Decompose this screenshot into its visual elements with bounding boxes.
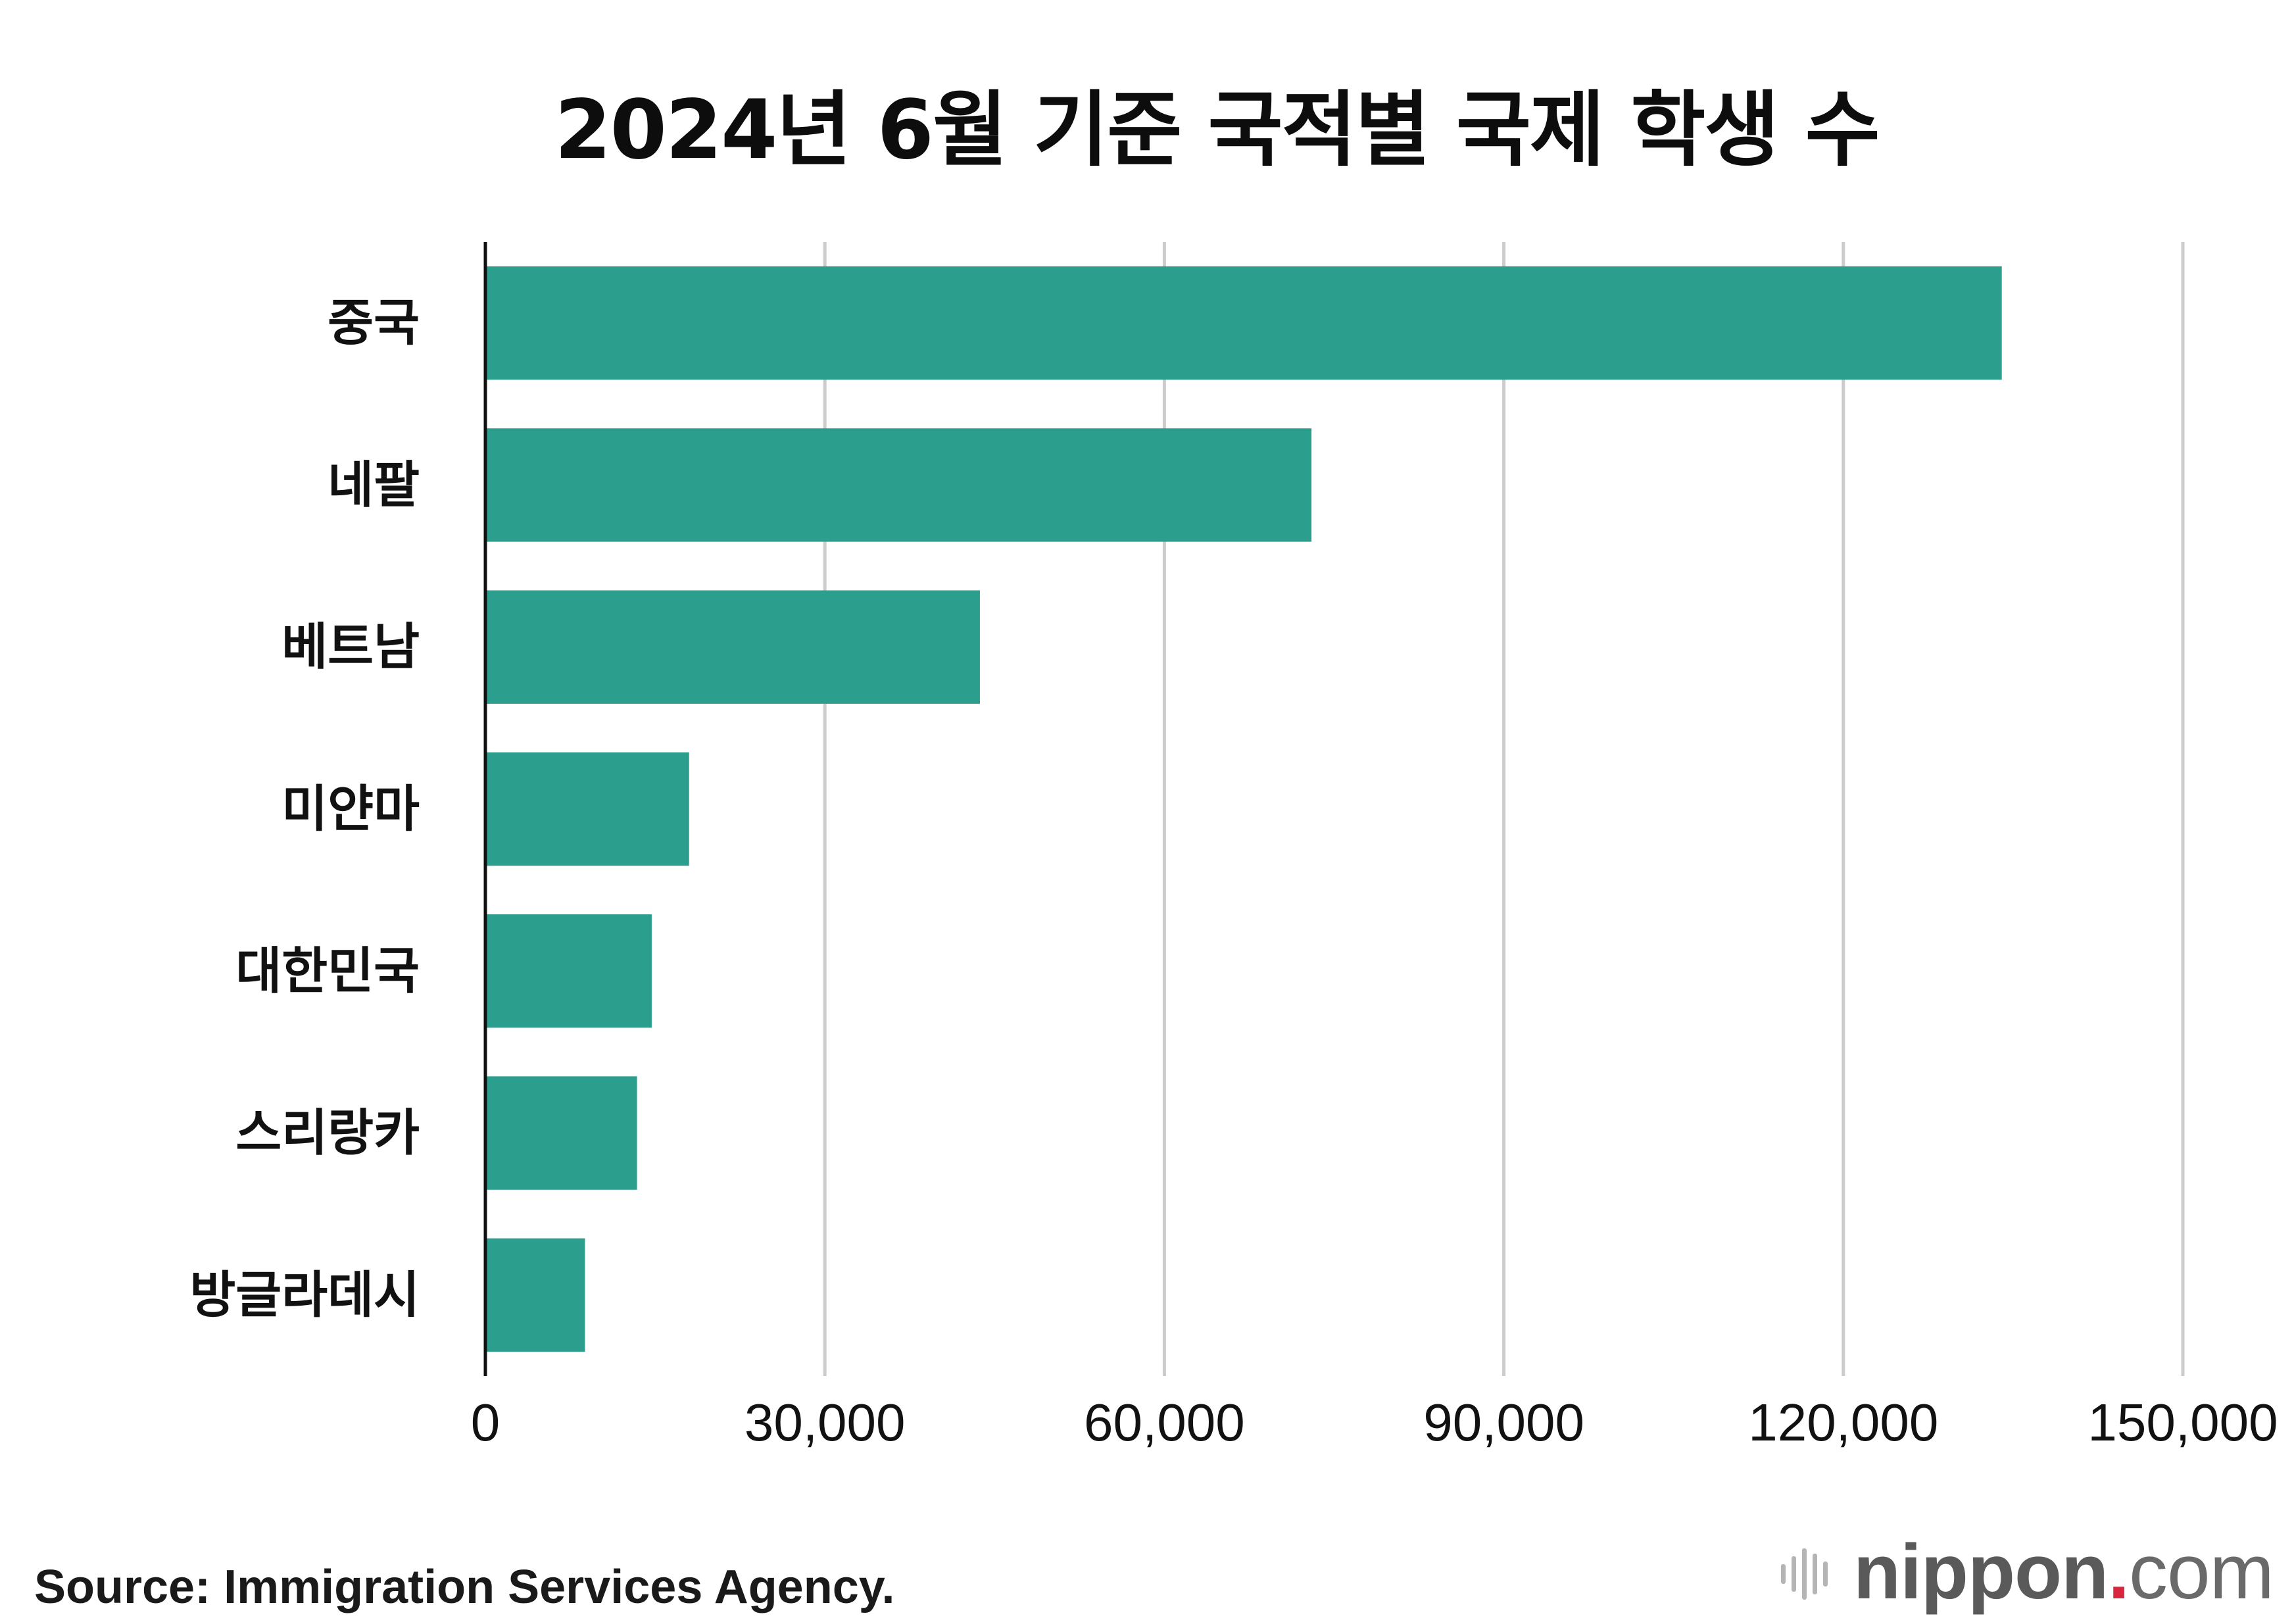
x-tick-label: 150,000 [2087,1393,2278,1452]
category-label: 네팔 [328,455,420,514]
category-label: 방글라데시 [189,1266,420,1324]
category-label: 중국 [328,293,420,352]
bar [485,428,1312,542]
bar [485,914,652,1028]
category-label: 미얀마 [281,779,420,838]
logo-name: nippon [1853,1529,2109,1615]
category-label: 대한민국 [235,941,420,1000]
logo-tld: com [2128,1529,2274,1615]
bar [485,266,2002,380]
bar [485,1238,585,1352]
x-tick-label: 90,000 [1423,1393,1584,1452]
soundwave-icon [1781,1548,1828,1600]
x-tick-label: 60,000 [1084,1393,1245,1452]
tick-labels: 0 30,000 60,000 90,000 120,000 150,000 [471,1393,2278,1452]
logo-dot: . [2108,1529,2130,1615]
gridlines [823,242,2185,1376]
bar [485,752,689,866]
source-note: Source: Immigration Services Agency. [34,1561,895,1613]
bar [485,1076,637,1190]
category-label: 베트남 [281,618,420,676]
category-label: 스리랑카 [235,1104,420,1162]
bars [485,266,2002,1352]
nippon-logo: nippon.com [1776,1526,2274,1618]
chart-title: 2024년 6월 기준 국적별 국제 학생 수 [554,83,1880,178]
x-tick-label: 30,000 [744,1393,906,1452]
bar [485,590,980,704]
x-tick-label: 0 [471,1393,500,1452]
x-tick-label: 120,000 [1748,1393,1938,1452]
